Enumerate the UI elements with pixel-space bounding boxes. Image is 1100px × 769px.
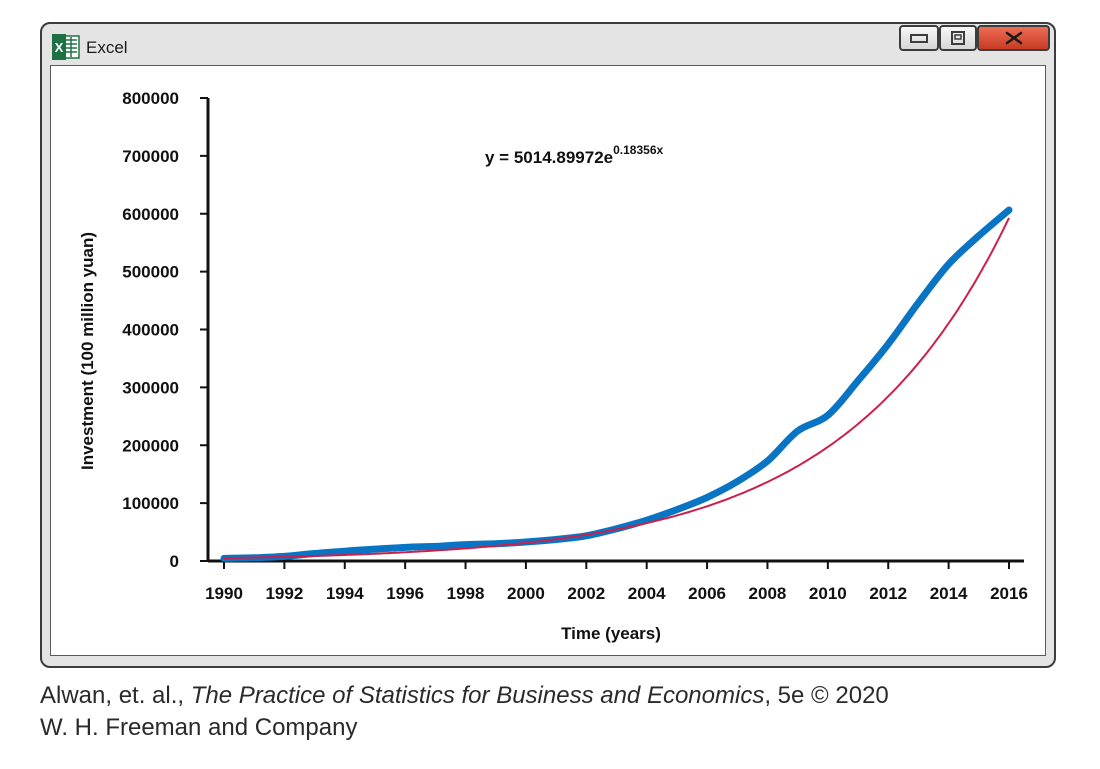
x-tick-label: 2014	[930, 584, 968, 603]
x-tick-label: 1996	[386, 584, 424, 603]
source-caption: Alwan, et. al., The Practice of Statisti…	[40, 680, 889, 744]
series-layer	[220, 206, 1013, 562]
y-tick-label: 700000	[122, 147, 179, 166]
equation-base: y = 5014.89972e	[485, 148, 613, 167]
caption-edition: , 5e © 2020	[764, 682, 889, 709]
x-axis-title: Time (years)	[561, 624, 661, 643]
y-tick-label: 800000	[122, 89, 179, 108]
y-tick-label: 100000	[122, 494, 179, 513]
maximize-button[interactable]	[939, 25, 977, 51]
excel-window: X Excel 0 100000 200000 300000 400000 500000 6…	[40, 22, 1056, 668]
x-axis: 1990 1992 1994 1996 1998 2000 2002 2004 2006 2008…	[205, 559, 1028, 603]
caption-line-2: W. H. Freeman and Company	[40, 714, 358, 741]
x-tick-label: 2016	[990, 584, 1028, 603]
y-tick-label: 300000	[122, 378, 179, 397]
excel-logo-icon: X	[52, 34, 80, 60]
equation-exponent: 0.18356x	[613, 143, 663, 157]
svg-text:X: X	[55, 40, 64, 55]
y-axis-title: Investment (100 million yuan)	[78, 232, 97, 470]
x-tick-label: 2008	[749, 584, 787, 603]
x-tick-label: 1994	[326, 584, 364, 603]
investment-series-line	[220, 206, 1013, 562]
y-tick-label: 200000	[122, 436, 179, 455]
maximize-icon	[951, 31, 965, 45]
close-button[interactable]	[977, 25, 1050, 51]
x-tick-label: 2000	[507, 584, 545, 603]
trendline-equation: y = 5014.89972e0.18356x	[485, 143, 663, 167]
chart-area: 0 100000 200000 300000 400000 500000 600000 700…	[50, 65, 1046, 656]
x-tick-label: 1992	[265, 584, 303, 603]
y-tick-label: 400000	[122, 321, 179, 340]
x-tick-label: 2012	[869, 584, 907, 603]
app-title: Excel	[86, 38, 128, 57]
minimize-icon	[910, 34, 928, 43]
y-axis: 0 100000 200000 300000 400000 500000 600000 700…	[122, 89, 210, 571]
y-tick-label: 600000	[122, 205, 179, 224]
x-tick-label: 2010	[809, 584, 847, 603]
x-tick-label: 1998	[447, 584, 485, 603]
x-tick-label: 2002	[567, 584, 605, 603]
caption-line-1: Alwan, et. al., The Practice of Statisti…	[40, 680, 889, 712]
y-tick-label: 500000	[122, 263, 179, 282]
trendline-series	[223, 217, 1010, 560]
y-tick-label: 0	[170, 552, 179, 571]
x-tick-label: 2004	[628, 584, 666, 603]
line-chart: 0 100000 200000 300000 400000 500000 600000 700…	[78, 89, 1028, 643]
x-tick-label: 1990	[205, 584, 243, 603]
x-tick-label: 2006	[688, 584, 726, 603]
minimize-button[interactable]	[899, 25, 939, 51]
caption-book-title: The Practice of Statistics for Business …	[190, 682, 765, 709]
title-bar: X Excel	[42, 24, 1054, 66]
caption-authors: Alwan, et. al.,	[40, 682, 191, 709]
close-icon	[1005, 31, 1022, 45]
